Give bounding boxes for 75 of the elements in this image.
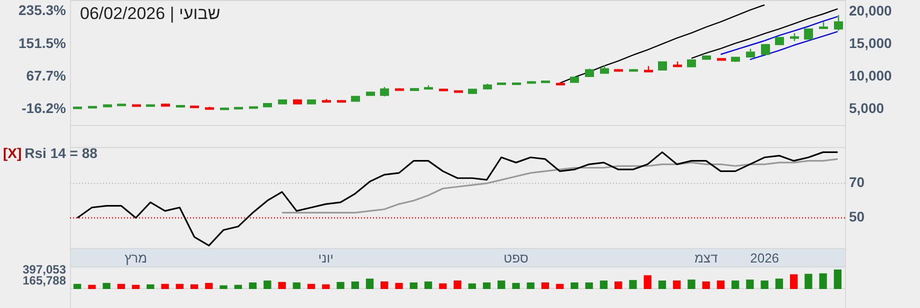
bar [819,273,827,289]
bar [468,283,476,289]
x-tick-label: יוני [318,250,334,266]
bar [512,282,520,289]
bar [322,284,330,289]
bar [292,282,300,289]
bar [190,284,198,289]
bar [790,274,798,289]
bar [351,281,359,289]
bar [307,284,316,289]
bar [834,270,842,289]
text: [X] [3,144,22,161]
bar [673,280,681,289]
bar [716,280,725,289]
y-tick-label: 15,000 [849,34,892,51]
bar [556,284,564,289]
y-tick-label: 20,000 [849,2,892,18]
bar [644,275,652,289]
candlestick [380,86,389,97]
bar [380,281,388,289]
y-tick-label: 70 [849,174,865,190]
bar [570,282,578,289]
bar [482,282,491,289]
bar [614,281,622,289]
bar [585,282,593,289]
bar [424,281,432,289]
y2-tick-label: 151.5% [18,34,67,51]
bar [688,280,696,289]
y2-tick-label: 67.7% [26,67,67,84]
bar [600,280,608,289]
bar [205,282,213,289]
bar [117,284,126,289]
y-tick-label: 5,000 [849,100,884,116]
bar [439,283,447,289]
bar [760,280,768,289]
candlestick [804,28,813,40]
bar [775,278,784,289]
chart-title: שבועי | 06/02/2026 [80,4,220,24]
bar [161,284,169,289]
y-tick-label: 50 [849,208,865,225]
y2-tick-label: 235.3% [18,2,67,18]
bar [454,280,462,289]
bar [498,280,506,289]
x-tick-label: ספט [504,250,528,266]
bar [248,282,257,289]
bar [366,278,374,289]
bar [88,284,96,289]
bar [102,282,110,289]
bar [220,285,228,289]
y-tick-label: 397,053 [22,262,66,276]
bar [278,282,286,289]
candlestick [834,14,843,32]
bar [264,280,272,289]
bar [336,282,344,289]
bar [629,280,637,289]
bar [73,284,82,289]
bar [176,284,184,289]
x-tick-label: מרץ [124,250,148,266]
bar [732,280,740,289]
bar [234,284,242,289]
bar [702,281,710,289]
y-tick-label: 10,000 [849,67,892,84]
x-tick-label: 2026 [750,250,780,266]
x-tick-label: דצמ [694,250,718,266]
bar [132,284,140,289]
bar [658,280,666,289]
annotation: Rsi 14 = 88 [24,144,98,161]
bar [410,282,418,289]
bar [804,274,812,289]
bar [395,282,403,289]
y2-tick-label: -16.2% [22,100,67,116]
bar [146,284,154,289]
bar [746,280,754,289]
bar [526,282,534,289]
bar [541,282,550,289]
